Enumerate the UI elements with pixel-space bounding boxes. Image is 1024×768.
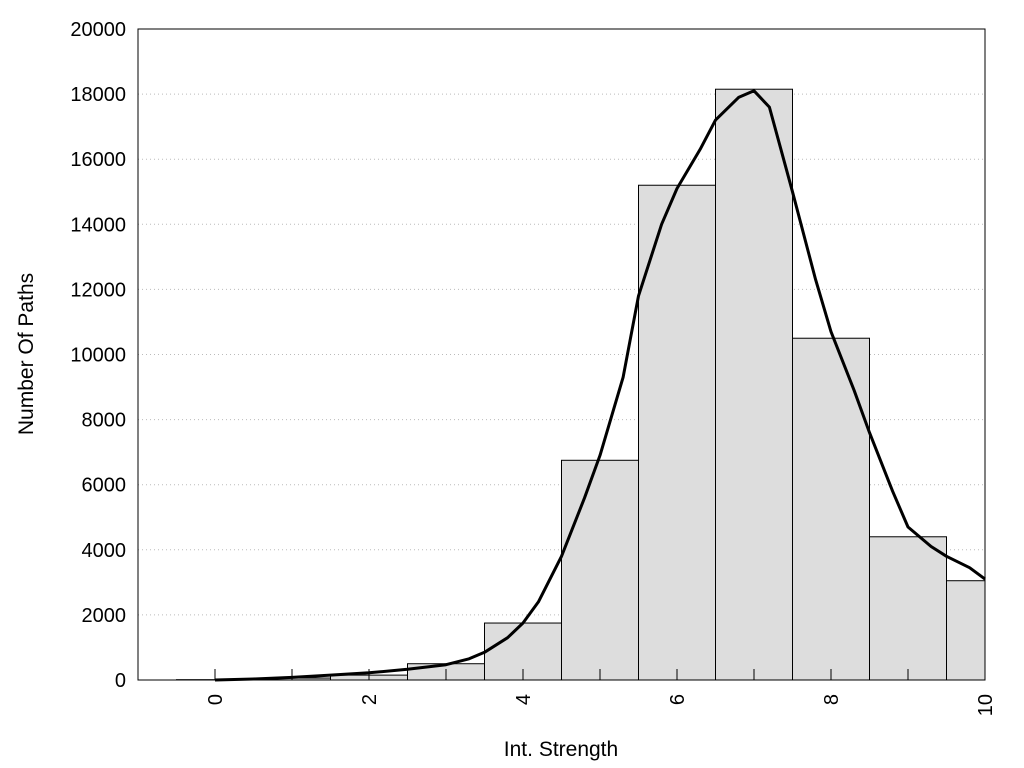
x-axis-ticks: 0 2 4 6 8 10 [205, 669, 997, 716]
y-tick-label: 18000 [70, 84, 126, 106]
y-tick-label: 14000 [70, 214, 126, 236]
y-tick-label: 10000 [70, 345, 126, 367]
y-tick-label: 8000 [82, 410, 127, 432]
y-tick-label: 0 [115, 670, 126, 692]
histogram-bar [638, 184, 716, 681]
plot-frame [137, 28, 986, 681]
y-tick-label: 4000 [82, 540, 127, 562]
y-axis-label: Number Of Paths [15, 273, 38, 435]
histogram-bar [946, 580, 986, 681]
x-tick-label: 4 [513, 694, 535, 705]
y-tick-label: 16000 [70, 149, 126, 171]
x-tick-label: 0 [205, 694, 227, 705]
histogram-bar [869, 536, 947, 681]
histogram-bar [715, 88, 793, 681]
histogram-bar [561, 459, 639, 681]
x-tick-label: 8 [821, 694, 843, 705]
histogram-bar [792, 337, 870, 681]
y-tick-label: 12000 [70, 279, 126, 301]
x-tick-label: 6 [667, 694, 689, 705]
y-tick-label: 20000 [70, 19, 126, 41]
y-tick-label: 6000 [82, 475, 127, 497]
x-tick-label: 10 [975, 694, 997, 716]
x-tick-label: 2 [359, 694, 381, 705]
bars [176, 88, 986, 681]
density-curve-line [214, 89, 986, 682]
x-axis-label: Int. Strength [504, 738, 618, 761]
y-axis-ticks: 0 2000 4000 6000 8000 10000 12000 14000 16000 180… [70, 19, 126, 692]
density-curve [214, 89, 986, 682]
y-tick-label: 2000 [82, 605, 127, 627]
